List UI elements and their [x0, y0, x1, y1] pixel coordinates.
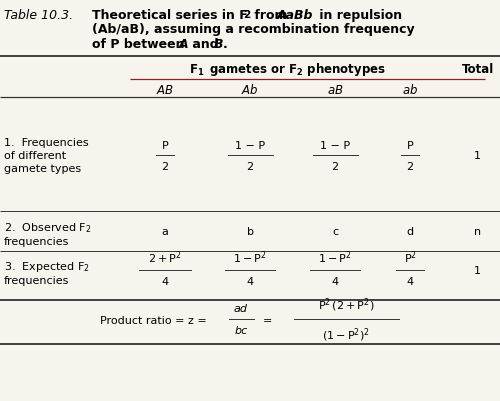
Text: and: and — [188, 38, 222, 51]
Text: frequencies: frequencies — [4, 276, 70, 286]
Text: of different: of different — [4, 151, 66, 160]
Text: Theoretical series in F: Theoretical series in F — [92, 9, 248, 22]
Text: d: d — [406, 227, 414, 237]
Text: $\mathit{ab}$: $\mathit{ab}$ — [402, 83, 418, 97]
Text: 1.  Frequencies: 1. Frequencies — [4, 138, 88, 147]
Text: $\mathit{aB}$: $\mathit{aB}$ — [326, 84, 344, 97]
Text: 3.  Expected $\mathrm{F_2}$: 3. Expected $\mathrm{F_2}$ — [4, 260, 90, 273]
Text: =: = — [263, 315, 272, 325]
Text: frequencies: frequencies — [4, 237, 70, 246]
Text: AaBb: AaBb — [276, 9, 313, 22]
Text: Product ratio = z =: Product ratio = z = — [100, 315, 207, 325]
Text: $(1 - \mathrm{P}^2)^2$: $(1 - \mathrm{P}^2)^2$ — [322, 326, 370, 343]
Text: (Ab/aB), assuming a recombination frequency: (Ab/aB), assuming a recombination freque… — [92, 23, 415, 36]
Text: P: P — [162, 140, 168, 150]
Text: $1 - \mathrm{P}^2$: $1 - \mathrm{P}^2$ — [318, 249, 352, 265]
Text: $\mathit{Ab}$: $\mathit{Ab}$ — [241, 83, 259, 97]
Text: 4: 4 — [332, 277, 338, 287]
Text: $\mathrm{P}^2\,(2 + \mathrm{P}^2)$: $\mathrm{P}^2\,(2 + \mathrm{P}^2)$ — [318, 296, 374, 314]
Text: b: b — [246, 227, 254, 237]
Text: 1 − P: 1 − P — [320, 140, 350, 150]
Text: P: P — [406, 140, 414, 150]
Text: 2: 2 — [162, 161, 168, 171]
Text: 2: 2 — [244, 10, 251, 20]
Text: from: from — [250, 9, 292, 22]
Text: ad: ad — [234, 304, 248, 314]
Text: $1 - \mathrm{P}^2$: $1 - \mathrm{P}^2$ — [233, 249, 267, 265]
Text: 2.  Observed $\mathrm{F_2}$: 2. Observed $\mathrm{F_2}$ — [4, 221, 92, 235]
Text: $\mathit{AB}$: $\mathit{AB}$ — [156, 84, 174, 97]
Text: B: B — [214, 38, 223, 51]
Text: $\mathbf{F_1}$$\mathbf{\,}$ gametes or $\mathbf{F_2}$ phenotypes: $\mathbf{F_1}$$\mathbf{\,}$ gametes or $… — [189, 61, 386, 77]
Text: 4: 4 — [406, 277, 414, 287]
Text: 1: 1 — [474, 266, 481, 275]
Text: 4: 4 — [246, 277, 254, 287]
Text: Table 10.3.: Table 10.3. — [4, 9, 73, 22]
Text: bc: bc — [234, 326, 248, 336]
Text: 2: 2 — [406, 161, 414, 171]
Text: n: n — [474, 227, 481, 237]
Text: A: A — [178, 38, 188, 51]
Text: Total: Total — [462, 63, 494, 75]
Text: 4: 4 — [162, 277, 168, 287]
Text: of P between: of P between — [92, 38, 190, 51]
Text: gamete types: gamete types — [4, 164, 81, 174]
Text: c: c — [332, 227, 338, 237]
Text: in repulsion: in repulsion — [315, 9, 402, 22]
Text: $\mathrm{P}^2$: $\mathrm{P}^2$ — [404, 249, 416, 265]
Text: 1: 1 — [474, 151, 481, 160]
Text: 1 − P: 1 − P — [235, 140, 265, 150]
Text: .: . — [222, 38, 227, 51]
Text: a: a — [162, 227, 168, 237]
Text: $2 + \mathrm{P}^2$: $2 + \mathrm{P}^2$ — [148, 249, 182, 265]
Text: 2: 2 — [332, 161, 338, 171]
Text: 2: 2 — [246, 161, 254, 171]
